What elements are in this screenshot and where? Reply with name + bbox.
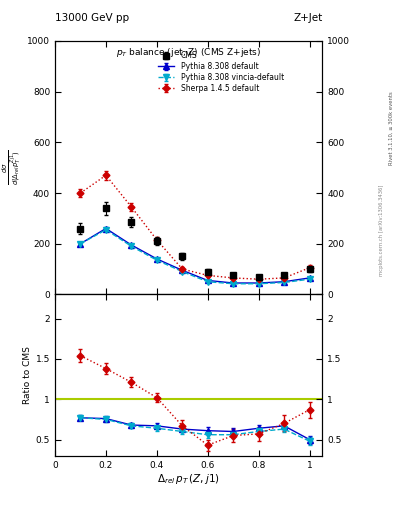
Text: mcplots.cern.ch [arXiv:1306.3436]: mcplots.cern.ch [arXiv:1306.3436] [379,185,384,276]
Text: $p_T$ balance (jet, Z) (CMS Z+jets): $p_T$ balance (jet, Z) (CMS Z+jets) [116,46,261,59]
Text: 13000 GeV pp: 13000 GeV pp [55,13,129,23]
Text: Z+Jet: Z+Jet [293,13,322,23]
X-axis label: $\Delta_{rel}\,p_T\,(Z,j1)$: $\Delta_{rel}\,p_T\,(Z,j1)$ [157,472,220,486]
Y-axis label: Ratio to CMS: Ratio to CMS [23,346,31,404]
Text: Rivet 3.1.10, ≥ 300k events: Rivet 3.1.10, ≥ 300k events [389,91,393,165]
Y-axis label: $\frac{d\sigma}{d(\Delta_{rel}p_T^{Zj1})}$: $\frac{d\sigma}{d(\Delta_{rel}p_T^{Zj1})… [1,150,23,185]
Legend: CMS, Pythia 8.308 default, Pythia 8.308 vincia-default, Sherpa 1.4.5 default: CMS, Pythia 8.308 default, Pythia 8.308 … [156,50,285,95]
